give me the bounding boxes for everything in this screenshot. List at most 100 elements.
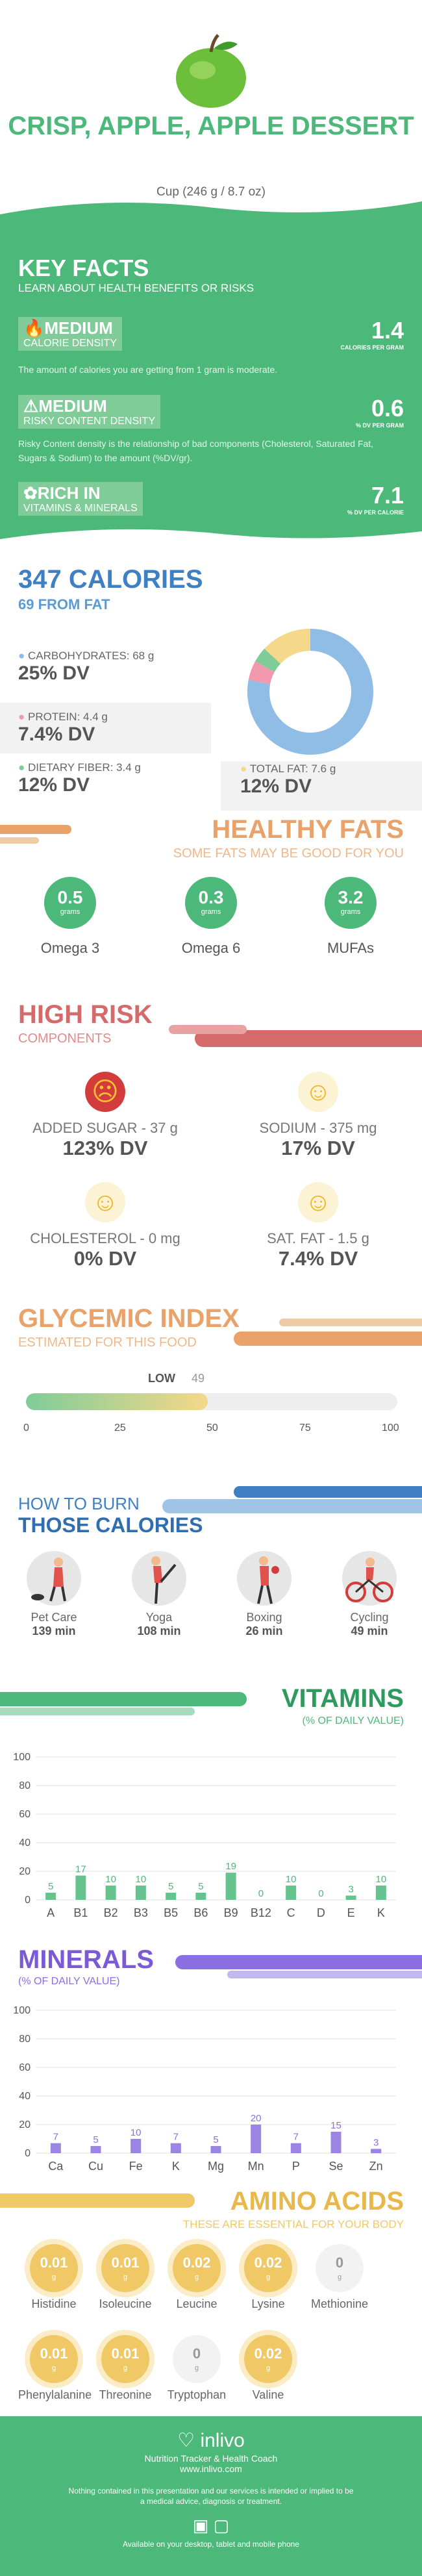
bar-value-label: 10 bbox=[376, 1874, 387, 1885]
x-tick-label: Mg bbox=[208, 2160, 224, 2173]
vitamins-value: 7.1 bbox=[371, 482, 404, 509]
calorie-density-value: 1.4 bbox=[371, 317, 404, 344]
apple-icon bbox=[176, 34, 246, 108]
calories-from-fat: 69 FROM FAT bbox=[18, 596, 110, 612]
bar-value-label: 19 bbox=[225, 1861, 236, 1872]
activity-boxing: Boxing 26 min bbox=[222, 1549, 306, 1638]
gi-title: GLYCEMIC INDEX bbox=[18, 1304, 240, 1333]
donut-slice-fiber bbox=[254, 648, 281, 673]
x-tick-label: B5 bbox=[164, 1906, 178, 1919]
x-tick-label: C bbox=[287, 1906, 295, 1919]
x-tick-label: Ca bbox=[48, 2160, 64, 2173]
y-tick-label: 0 bbox=[25, 1895, 31, 1906]
bar-Mg bbox=[210, 2146, 221, 2153]
minerals-section: MINERALS (% OF DAILY VALUE) 100 80 60 40 20 0… bbox=[0, 1936, 422, 2189]
decor-stripe bbox=[162, 1499, 422, 1513]
risky-density-badge: ⚠MEDIUM RISKY CONTENT DENSITY bbox=[18, 395, 160, 429]
bar-Mn bbox=[251, 2125, 262, 2153]
bar-value-label: 5 bbox=[48, 1881, 53, 1892]
risky-density-description: Risky Content density is the relationshi… bbox=[18, 438, 374, 463]
bar-P bbox=[290, 2143, 301, 2153]
wave-divider bbox=[0, 201, 422, 216]
bar-Ca bbox=[50, 2143, 61, 2153]
footer-disclaimer: Nothing contained in this presentation a… bbox=[68, 2486, 354, 2506]
x-tick-label: K bbox=[172, 2160, 180, 2173]
donut-slice-fat bbox=[264, 629, 311, 664]
minerals-subtitle: (% OF DAILY VALUE) bbox=[18, 1976, 120, 1987]
key-facts-subtitle: LEARN ABOUT HEALTH BENEFITS OR RISKS bbox=[18, 282, 254, 294]
bar-C bbox=[286, 1886, 297, 1900]
y-tick-label: 20 bbox=[19, 2119, 31, 2130]
footer-tagline: Nutrition Tracker & Health Coach bbox=[144, 2453, 278, 2464]
fat-macro: ● TOTAL FAT: 7.6 g 12% DV bbox=[221, 761, 422, 811]
footer-url[interactable]: www.inlivo.com bbox=[180, 2464, 242, 2474]
calories-title: 347 CALORIES bbox=[18, 565, 203, 594]
decor-stripe bbox=[227, 1971, 422, 1978]
y-tick-label: 40 bbox=[19, 2091, 31, 2102]
bar-value-label: 10 bbox=[105, 1874, 116, 1885]
sad-face-icon: ☹ bbox=[85, 1072, 125, 1112]
bar-Fe bbox=[130, 2139, 142, 2153]
y-tick-label: 20 bbox=[19, 1866, 31, 1877]
bar-value-label: 17 bbox=[75, 1864, 86, 1875]
y-tick-label: 0 bbox=[25, 2148, 31, 2159]
bar-value-label: 5 bbox=[213, 2134, 218, 2145]
bar-value-label: 5 bbox=[93, 2134, 98, 2145]
footer-available: Available on your desktop, tablet and mo… bbox=[123, 2540, 299, 2549]
high-risk-section: HIGH RISK COMPONENTS ☹ ADDED SUGAR - 37 … bbox=[0, 1000, 422, 1299]
decor-stripe bbox=[0, 837, 39, 844]
x-tick-label: Se bbox=[329, 2160, 343, 2173]
brand-logo: ♡ inlivo bbox=[177, 2430, 245, 2451]
risky-density-value: 0.6 bbox=[371, 395, 404, 422]
x-tick-label: P bbox=[292, 2160, 300, 2173]
bar-value-label: 0 bbox=[258, 1888, 264, 1899]
amino-acid-leucine: 0.02 g Leucine bbox=[161, 2244, 232, 2311]
x-tick-label: Mn bbox=[248, 2160, 264, 2173]
gi-level: LOW bbox=[148, 1372, 175, 1385]
mufas-circle: 3.2 grams bbox=[325, 877, 377, 929]
decor-stripe bbox=[0, 1692, 247, 1706]
burn-title-line2: THOSE CALORIES bbox=[18, 1513, 203, 1537]
bar-value-label: 10 bbox=[136, 1874, 147, 1885]
amino-acid-histidine: 0.01 g Histidine bbox=[18, 2244, 90, 2311]
amino-acid-phenylalanine: 0.01 g Phenylalanine bbox=[18, 2335, 92, 2402]
warning-icon: ⚠ bbox=[23, 396, 39, 416]
decor-stripe bbox=[0, 825, 71, 834]
bar-value-label: 7 bbox=[173, 2132, 179, 2143]
bar-value-label: 10 bbox=[130, 2127, 142, 2138]
bar-Zn bbox=[371, 2149, 382, 2153]
mufas-label: MUFAs bbox=[327, 940, 375, 956]
bar-value-label: 0 bbox=[318, 1888, 323, 1899]
bar-A bbox=[45, 1893, 56, 1900]
activity-cycling: Cycling 49 min bbox=[327, 1549, 412, 1638]
cycling-icon bbox=[342, 1551, 397, 1606]
vitamins-title: VITAMINS bbox=[281, 1684, 404, 1713]
key-facts-section: KEY FACTS LEARN ABOUT HEALTH BENEFITS OR… bbox=[0, 214, 422, 526]
bar-E bbox=[345, 1895, 356, 1900]
y-tick-label: 60 bbox=[19, 1809, 31, 1820]
omega3-label: Omega 3 bbox=[40, 940, 100, 956]
y-tick-label: 80 bbox=[19, 2034, 31, 2045]
minerals-bar-chart: 100 80 60 40 20 0 7 Ca 5 Cu 10 Fe 7 K 5 Mg 20 Mn 7 P 15 Se 3 Zn bbox=[13, 2005, 396, 2173]
bar-Cu bbox=[90, 2146, 101, 2153]
omega6-label: Omega 6 bbox=[181, 940, 241, 956]
calories-section: 347 CALORIES 69 FROM FAT ● CARBOHYDRATES… bbox=[0, 565, 422, 812]
bar-value-label: 20 bbox=[251, 2113, 262, 2124]
devices-icon: ▣ ▢ bbox=[192, 2516, 230, 2535]
decor-stripe bbox=[175, 1955, 422, 1969]
bar-B5 bbox=[166, 1893, 177, 1900]
x-tick-label: B12 bbox=[251, 1906, 271, 1919]
activity-pet-care: Pet Care 139 min bbox=[12, 1549, 96, 1638]
x-tick-label: D bbox=[317, 1906, 325, 1919]
bar-B2 bbox=[105, 1886, 116, 1900]
calorie-density-unit: CALORIES PER GRAM bbox=[340, 344, 404, 351]
bar-value-label: 7 bbox=[293, 2132, 299, 2143]
cholesterol-item: ☺ CHOLESTEROL - 0 mg 0% DV bbox=[14, 1182, 196, 1270]
bar-B6 bbox=[195, 1893, 206, 1900]
yoga-icon bbox=[132, 1551, 186, 1606]
amino-acid-threonine: 0.01 g Threonine bbox=[90, 2335, 161, 2402]
x-tick-label: B9 bbox=[224, 1906, 238, 1919]
gi-gauge bbox=[26, 1393, 397, 1410]
pet-care-icon bbox=[27, 1551, 81, 1606]
vitamins-unit: % DV PER CALORIE bbox=[347, 509, 404, 516]
